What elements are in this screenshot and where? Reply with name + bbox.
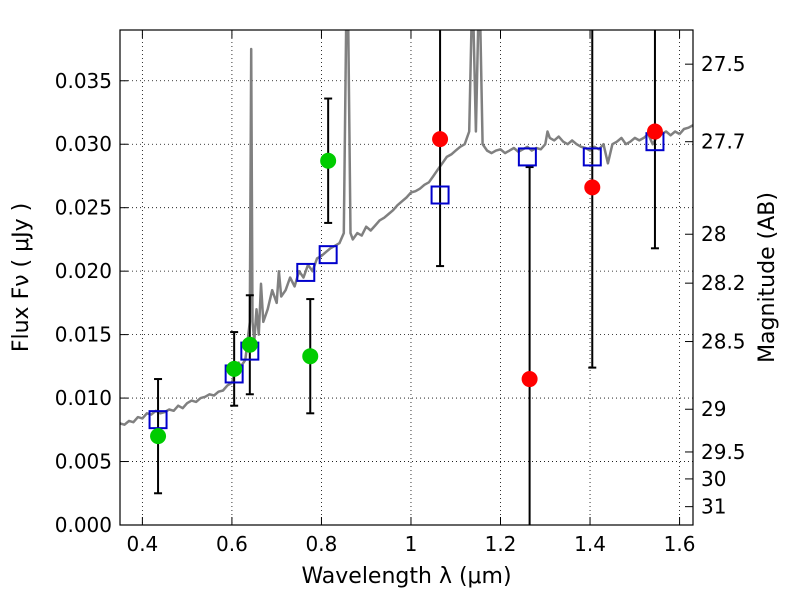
model-bandpass-square <box>517 147 537 167</box>
model-bandpass-square <box>296 262 316 282</box>
detection-point <box>150 428 167 445</box>
low-significance-point <box>584 179 601 196</box>
x-tick-label: 0.6 <box>216 532 248 556</box>
magnitude-axis-ticks: 27.5 27.7 28 28.2 28.5 29 29.5 30 31 <box>685 52 746 519</box>
magnitude-tick-label: 30 <box>701 467 726 491</box>
low-significance-point <box>521 371 538 388</box>
detection-point <box>241 336 258 353</box>
y-axis-label: Flux Fν ( μJy ) <box>9 203 34 352</box>
magnitude-axis-label: Magnitude (AB) <box>755 192 780 363</box>
magnitude-tick-label: 31 <box>701 495 726 519</box>
y-axis-ticks: 0.000 0.005 0.010 0.015 0.020 0.025 0.030 0.035 <box>55 69 128 537</box>
model-spectrum-line <box>120 30 693 426</box>
model-bandpass-square <box>318 245 338 265</box>
magnitude-tick-label: 28.2 <box>701 271 746 295</box>
error-bars <box>154 30 659 525</box>
magnitude-tick-label: 28 <box>701 222 726 246</box>
model-bandpass-markers <box>148 132 665 430</box>
detection-point <box>302 348 319 365</box>
magnitude-tick-label: 27.7 <box>701 130 746 154</box>
x-axis-ticks: 0.4 0.6 0.8 1 1.2 1.4 1.6 <box>126 30 695 556</box>
magnitude-tick-label: 27.5 <box>701 52 746 76</box>
x-tick-label: 0.4 <box>126 532 158 556</box>
gridlines <box>120 30 693 526</box>
x-tick-label: 1.6 <box>664 532 696 556</box>
y-tick-label: 0.025 <box>55 196 112 220</box>
model-bandpass-square <box>582 147 602 167</box>
x-tick-label: 0.8 <box>306 532 338 556</box>
x-tick-label: 1.4 <box>574 532 606 556</box>
y-tick-label: 0.030 <box>55 132 112 156</box>
plot-frame <box>119 29 694 526</box>
y-tick-label: 0.015 <box>55 323 112 347</box>
x-axis-label: Wavelength λ (μm) <box>301 564 511 589</box>
model-spectrum <box>120 30 693 426</box>
low-significance-point <box>646 123 663 140</box>
y-tick-label: 0.010 <box>55 386 112 410</box>
photometry-points <box>150 123 663 445</box>
y-tick-label: 0.035 <box>55 69 112 93</box>
low-significance-point <box>432 131 449 148</box>
y-tick-label: 0.000 <box>55 513 112 537</box>
magnitude-tick-label: 29.5 <box>701 440 746 464</box>
detection-point <box>226 360 243 377</box>
magnitude-tick-label: 29 <box>701 397 726 421</box>
x-tick-label: 1.2 <box>485 532 517 556</box>
y-tick-label: 0.020 <box>55 259 112 283</box>
model-bandpass-square <box>430 185 450 205</box>
x-tick-label: 1 <box>405 532 418 556</box>
magnitude-tick-label: 28.5 <box>701 330 746 354</box>
y-tick-label: 0.005 <box>55 450 112 474</box>
detection-point <box>320 152 337 169</box>
